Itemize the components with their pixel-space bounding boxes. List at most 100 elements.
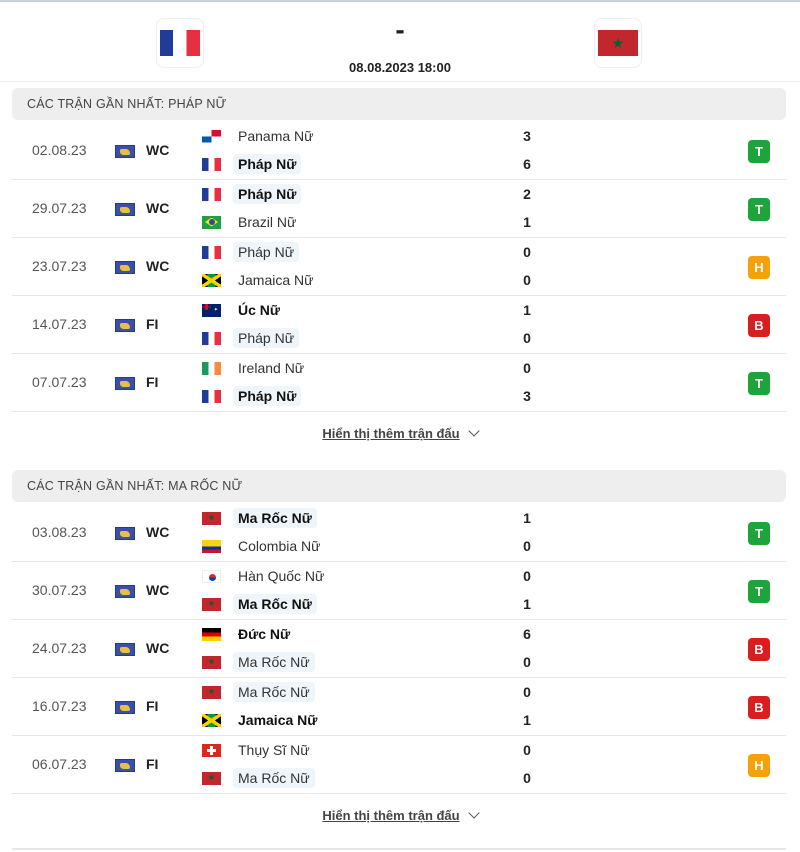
- team-name: Jamaica Nữ: [238, 272, 314, 288]
- away-goals: 0: [523, 770, 531, 786]
- competition-icon: [115, 585, 135, 598]
- panama-flag-icon: [202, 129, 221, 143]
- away-team[interactable]: Pháp Nữ: [202, 385, 302, 407]
- home-team[interactable]: Thụy Sĩ Nữ: [202, 739, 315, 761]
- away-team[interactable]: Colombia Nữ: [202, 535, 326, 557]
- brazil-flag-icon: [202, 215, 221, 229]
- away-team[interactable]: Jamaica Nữ: [202, 269, 319, 291]
- match-row[interactable]: 02.08.23 WC Panama Nữ 3 Pháp Nữ 6 T: [12, 122, 786, 180]
- away-goals: 0: [523, 330, 531, 346]
- team-name: Panama Nữ: [238, 128, 314, 144]
- home-team[interactable]: ✦ Úc Nữ: [202, 299, 285, 321]
- team-name: Ma Rốc Nữ: [233, 508, 317, 528]
- competition-icon: [115, 261, 135, 274]
- home-goals: 0: [523, 684, 531, 700]
- match-date: 14.07.23: [32, 316, 87, 332]
- morocco-flag-icon: ★: [202, 655, 221, 669]
- morocco-flag-icon: ★: [202, 685, 221, 699]
- team-name: Ma Rốc Nữ: [233, 768, 315, 788]
- team-name: Pháp Nữ: [233, 184, 302, 204]
- match-row[interactable]: 30.07.23 WC Hàn Quốc Nữ 0 ★ Ma Rốc Nữ 1 T: [12, 562, 786, 620]
- france-flag-icon: [202, 331, 221, 345]
- home-team-logo[interactable]: [156, 18, 204, 68]
- chevron-down-icon: [467, 425, 480, 437]
- home-team[interactable]: ★ Ma Rốc Nữ: [202, 507, 317, 529]
- show-more-matches-link[interactable]: Hiển thị thêm trận đấu: [0, 425, 800, 441]
- competition-icon: [115, 701, 135, 714]
- match-datetime: 08.08.2023 18:00: [349, 60, 451, 75]
- away-team[interactable]: Pháp Nữ: [202, 153, 302, 175]
- match-score: -: [395, 14, 405, 45]
- away-team-logo[interactable]: ★: [594, 18, 642, 68]
- competition-label: FI: [146, 698, 159, 714]
- morocco-flag-icon: ★: [202, 597, 221, 611]
- competition-label: FI: [146, 374, 159, 390]
- team-name: Đức Nữ: [238, 626, 291, 642]
- match-header: - 08.08.2023 18:00 ★: [0, 2, 800, 82]
- away-team[interactable]: Pháp Nữ: [202, 327, 300, 349]
- home-team[interactable]: Hàn Quốc Nữ: [202, 565, 329, 587]
- home-goals: 0: [523, 568, 531, 584]
- result-badge: T: [748, 522, 770, 545]
- away-team[interactable]: ★ Ma Rốc Nữ: [202, 593, 317, 615]
- competition-label: FI: [146, 756, 159, 772]
- result-badge: B: [748, 696, 770, 719]
- home-goals: 0: [523, 360, 531, 376]
- home-goals: 3: [523, 128, 531, 144]
- show-more-label: Hiển thị thêm trận đấu: [322, 426, 460, 441]
- competition-label: WC: [146, 142, 170, 158]
- match-row[interactable]: 23.07.23 WC Pháp Nữ 0 Jamaica Nữ 0 H: [12, 238, 786, 296]
- team-name: Jamaica Nữ: [238, 712, 318, 728]
- away-goals: 1: [523, 214, 531, 230]
- match-row[interactable]: 16.07.23 FI ★ Ma Rốc Nữ 0 Jamaica Nữ 1 B: [12, 678, 786, 736]
- result-badge: T: [748, 140, 770, 163]
- home-goals: 1: [523, 302, 531, 318]
- match-row[interactable]: 06.07.23 FI Thụy Sĩ Nữ 0 ★ Ma Rốc Nữ 0 H: [12, 736, 786, 794]
- home-team[interactable]: Panama Nữ: [202, 125, 319, 147]
- match-row[interactable]: 03.08.23 WC ★ Ma Rốc Nữ 1 Colombia Nữ 0 T: [12, 504, 786, 562]
- result-badge: H: [748, 256, 770, 279]
- france-flag-icon: [202, 187, 221, 201]
- france-flag-icon: [202, 157, 221, 171]
- away-goals: 6: [523, 156, 531, 172]
- home-goals: 6: [523, 626, 531, 642]
- match-date: 06.07.23: [32, 756, 87, 772]
- competition-icon: [115, 319, 135, 332]
- team-name: Pháp Nữ: [233, 386, 302, 406]
- result-badge: B: [748, 638, 770, 661]
- france-flag-icon: [160, 30, 200, 56]
- away-team[interactable]: Jamaica Nữ: [202, 709, 322, 731]
- team-name: Pháp Nữ: [233, 154, 302, 174]
- france-flag-icon: [202, 245, 221, 259]
- section-header: CÁC TRẬN GẦN NHẤT: MA RỐC NỮ: [12, 470, 786, 502]
- home-team[interactable]: Pháp Nữ: [202, 241, 300, 263]
- match-row[interactable]: 14.07.23 FI ✦ Úc Nữ 1 Pháp Nữ 0 B: [12, 296, 786, 354]
- home-team[interactable]: ★ Ma Rốc Nữ: [202, 681, 315, 703]
- competition-label: WC: [146, 582, 170, 598]
- home-team[interactable]: Đức Nữ: [202, 623, 295, 645]
- match-row[interactable]: 07.07.23 FI Ireland Nữ 0 Pháp Nữ 3 T: [12, 354, 786, 412]
- match-date: 23.07.23: [32, 258, 87, 274]
- match-row[interactable]: 24.07.23 WC Đức Nữ 6 ★ Ma Rốc Nữ 0 B: [12, 620, 786, 678]
- ireland-flag-icon: [202, 361, 221, 375]
- away-team[interactable]: ★ Ma Rốc Nữ: [202, 767, 315, 789]
- home-team[interactable]: Ireland Nữ: [202, 357, 309, 379]
- home-goals: 2: [523, 186, 531, 202]
- australia-flag-icon: ✦: [202, 303, 221, 317]
- match-row[interactable]: 29.07.23 WC Pháp Nữ 2 Brazil Nữ 1 T: [12, 180, 786, 238]
- competition-label: WC: [146, 258, 170, 274]
- home-team[interactable]: Pháp Nữ: [202, 183, 302, 205]
- home-goals: 0: [523, 742, 531, 758]
- top-divider: [0, 0, 800, 2]
- match-date: 03.08.23: [32, 524, 87, 540]
- team-name: Ma Rốc Nữ: [233, 594, 317, 614]
- chevron-down-icon: [467, 807, 480, 819]
- match-date: 02.08.23: [32, 142, 87, 158]
- switzerland-flag-icon: [202, 743, 221, 757]
- away-team[interactable]: ★ Ma Rốc Nữ: [202, 651, 315, 673]
- match-date: 24.07.23: [32, 640, 87, 656]
- show-more-matches-link[interactable]: Hiển thị thêm trận đấu: [0, 807, 800, 823]
- competition-icon: [115, 527, 135, 540]
- away-team[interactable]: Brazil Nữ: [202, 211, 301, 233]
- match-date: 29.07.23: [32, 200, 87, 216]
